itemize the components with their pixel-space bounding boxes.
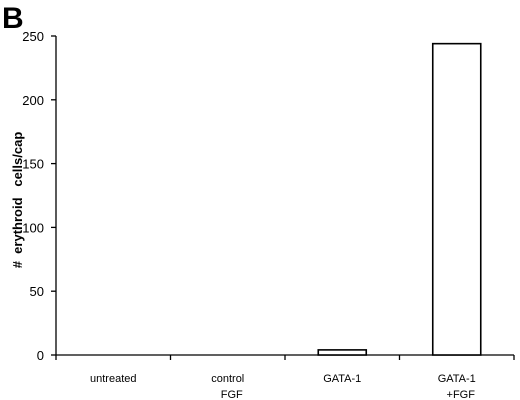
axes: 0 50 100 150 200 250 (22, 29, 515, 363)
y-tick-label: 0 (37, 348, 44, 363)
bars (317, 42, 482, 356)
y-tick-label: 200 (22, 93, 44, 108)
x-category-label: +FGF (447, 389, 476, 400)
x-category-label: control (211, 373, 244, 385)
bar (317, 349, 368, 356)
bar (431, 42, 482, 356)
x-category-label: untreated (90, 373, 136, 385)
y-tick-label: 100 (22, 220, 44, 235)
panel-label: B (2, 2, 24, 35)
y-tick-label: 50 (30, 284, 44, 299)
y-tick-label: 250 (22, 29, 44, 44)
labels: untreated control FGF GATA-1 GATA-1 +FGF (90, 373, 476, 400)
y-tick-label: 150 (22, 157, 44, 172)
y-axis-title: # erythroid cells/cap (10, 132, 25, 269)
x-category-label: FGF (221, 389, 243, 400)
x-category-label: GATA-1 (323, 373, 361, 385)
x-category-label: GATA-1 (438, 373, 476, 385)
